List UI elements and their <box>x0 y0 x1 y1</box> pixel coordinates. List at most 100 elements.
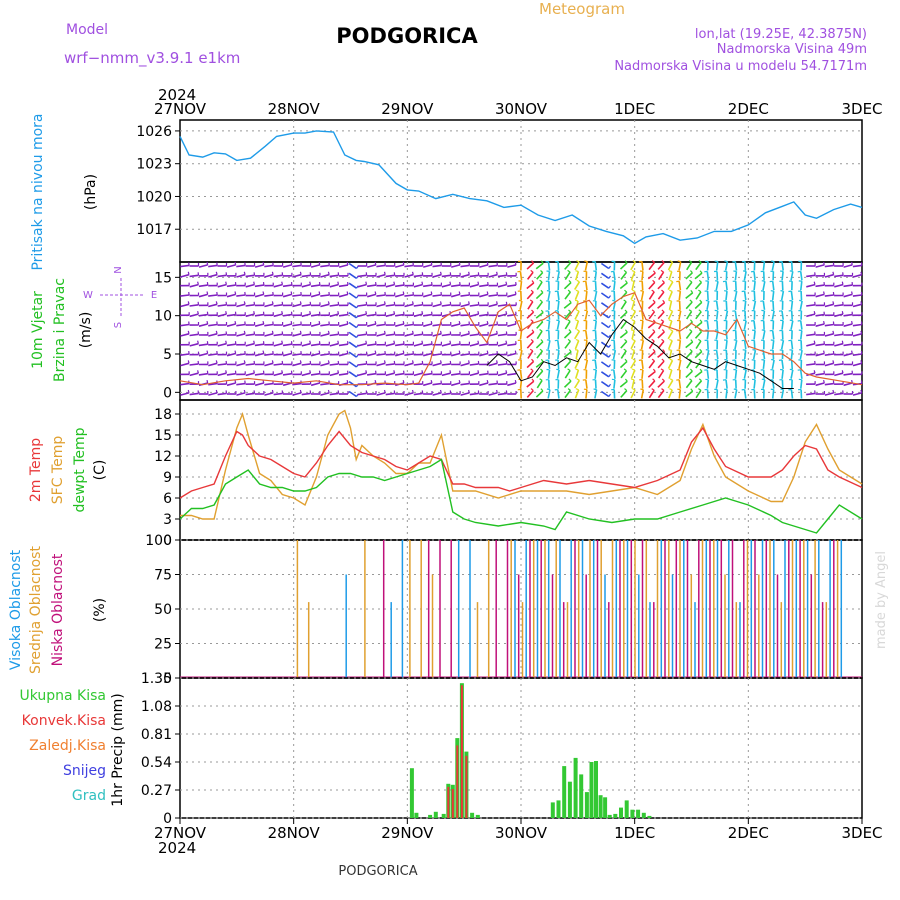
wind-barb-tick <box>243 330 246 334</box>
wind-barb <box>320 382 330 386</box>
wind-barb <box>824 323 834 327</box>
y-tick-label: 75 <box>154 568 172 584</box>
wind-barb <box>264 323 274 327</box>
wind-barb <box>497 313 507 318</box>
wind-barb <box>743 271 747 281</box>
wind-barb-tick <box>823 379 825 384</box>
wind-barb <box>613 369 616 379</box>
wind-barb <box>519 330 523 340</box>
wind-barb-tick <box>631 378 635 381</box>
wind-barb <box>780 290 785 301</box>
wind-barb <box>647 301 656 310</box>
wind-barb-tick <box>593 339 597 341</box>
wind-barb-tick <box>439 330 442 334</box>
wind-barb <box>264 333 274 337</box>
wind-barb <box>479 284 489 288</box>
wind-barb <box>557 310 560 320</box>
wind-barb-tick <box>468 271 470 275</box>
wind-barb-tick <box>841 370 844 374</box>
wind-barb-tick <box>540 339 544 343</box>
wind-barb <box>790 291 794 301</box>
wind-barb <box>301 342 311 347</box>
wind-barb <box>432 294 442 297</box>
wind-barb <box>771 330 775 340</box>
wind-barb <box>519 281 523 291</box>
wind-barb-tick <box>253 281 255 285</box>
wind-barb <box>348 321 357 329</box>
wind-barb <box>497 363 507 366</box>
wind-barb <box>338 264 349 268</box>
wind-barb-tick <box>652 270 656 274</box>
wind-barb-tick <box>546 339 551 341</box>
wind-barb-tick <box>477 370 480 374</box>
wind-barb-tick <box>651 309 655 313</box>
wind-barb-tick <box>430 379 433 384</box>
wind-barb <box>641 281 644 291</box>
wind-barb <box>497 372 507 377</box>
wind-barb <box>706 300 710 310</box>
wind-barb <box>376 362 386 367</box>
wind-barb <box>497 283 507 288</box>
y-tick-label: 18 <box>154 407 172 423</box>
wind-label-1: 10m Vjetar <box>30 291 46 369</box>
wind-barb-tick <box>752 299 756 302</box>
wind-barb-tick <box>661 338 665 342</box>
wind-barb <box>824 264 834 268</box>
wind-barb <box>843 284 853 288</box>
wind-barb <box>236 353 246 356</box>
wind-barb <box>678 379 682 389</box>
wind-barb-tick <box>477 311 480 315</box>
wind-gust-line <box>179 291 863 386</box>
wind-barb <box>574 369 580 379</box>
wind-barb-tick <box>540 388 544 392</box>
wind-barb-tick <box>187 330 190 334</box>
wind-barb <box>320 392 330 396</box>
wind-barb-tick <box>584 260 588 263</box>
wind-barb-tick <box>631 348 635 351</box>
wind-barb <box>460 382 470 386</box>
wind-barb-tick <box>281 281 284 285</box>
wind-barb <box>357 342 367 347</box>
wind-barb <box>781 369 784 379</box>
wind-barb <box>743 320 747 330</box>
wind-barb <box>497 342 507 347</box>
wind-barb-tick <box>771 309 775 312</box>
wind-barb <box>217 392 227 396</box>
wind-barb <box>488 264 498 268</box>
wind-barb <box>404 353 414 356</box>
wind-barb <box>254 313 265 317</box>
wind-barb <box>404 264 414 268</box>
wind-barb <box>641 310 644 320</box>
wind-barb <box>834 274 844 278</box>
wind-barb <box>404 273 414 278</box>
wind-barb <box>771 291 775 301</box>
wind-barb-tick <box>530 269 534 273</box>
wind-barb <box>441 392 451 396</box>
wind-barb <box>282 284 293 288</box>
wind-barb <box>781 310 784 320</box>
wind-barb <box>226 382 236 387</box>
wind-barb <box>613 271 616 281</box>
wind-barb-tick <box>262 350 265 354</box>
wind-barb <box>236 392 246 396</box>
wind-barb <box>282 264 292 268</box>
wind-barb <box>574 281 581 291</box>
wind-barb-tick <box>651 358 655 362</box>
wind-barb <box>236 273 246 278</box>
wind-barb <box>422 284 433 288</box>
y-tick-label: 1023 <box>136 157 172 173</box>
product-title: Meteogram <box>539 0 625 18</box>
wind-barb-tick <box>668 319 672 322</box>
wind-barb-tick <box>689 348 693 352</box>
wind-barb-tick <box>851 291 853 295</box>
wind-barb-tick <box>623 269 627 273</box>
wind-barb-tick <box>568 378 572 382</box>
wind-barb <box>668 369 673 379</box>
wind-barb <box>799 271 803 281</box>
wind-barb-tick <box>530 388 534 392</box>
precip-total-bar <box>584 792 589 818</box>
wind-barb <box>667 310 674 320</box>
wind-barb <box>685 281 693 290</box>
wind-barb-tick <box>281 370 284 374</box>
wind-barb <box>180 392 190 396</box>
